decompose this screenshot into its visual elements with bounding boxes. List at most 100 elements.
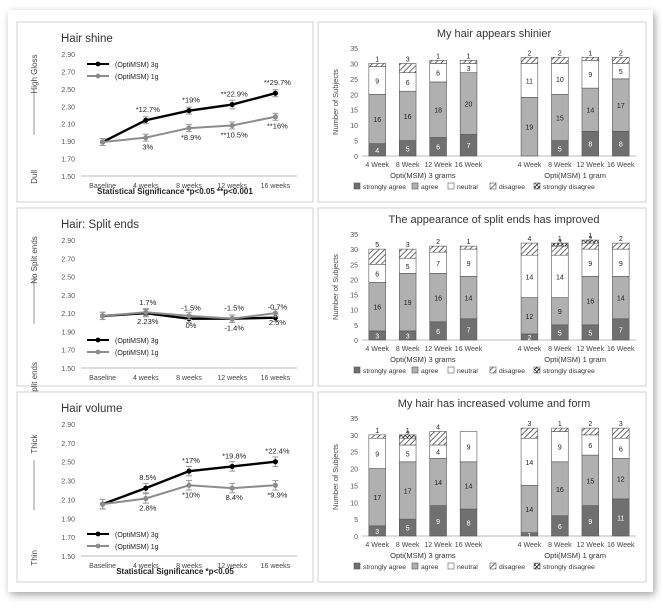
bar-value-label: 9 <box>558 309 562 316</box>
y-tick-label: 2.50 <box>61 275 75 282</box>
bar-segment <box>551 242 569 247</box>
x-tick-label: 16 Week <box>607 542 635 549</box>
data-point <box>272 459 278 465</box>
legend-swatch <box>411 562 419 570</box>
bar-value-label: 1 <box>558 421 562 428</box>
bar-value-label: 6 <box>619 446 623 453</box>
y-tick-label: 0 <box>354 534 358 541</box>
legend-swatch <box>533 182 541 190</box>
x-tick-label: 16 weeks <box>261 183 291 190</box>
legend-swatch <box>489 366 497 374</box>
bar-value-label: 16 <box>373 117 381 124</box>
bar-value-label: 7 <box>619 327 623 334</box>
bar-segment <box>368 248 386 265</box>
bar-value-label: 14 <box>617 296 625 303</box>
y-label-top: High Gloss <box>30 54 39 93</box>
bar-value-label: 5 <box>375 242 379 249</box>
panel-title: Hair shine <box>61 33 113 45</box>
data-point <box>100 313 106 319</box>
bar-value-label: 17 <box>617 103 625 110</box>
y-tick-label: 2.30 <box>61 293 75 300</box>
bar-value-label: 3 <box>375 529 379 536</box>
legend-label: strongly disagree <box>543 564 595 571</box>
data-label: -1.5% <box>224 304 244 313</box>
bar-value-label: 4 <box>375 148 379 155</box>
data-point <box>100 139 106 145</box>
bar-value-label: 5 <box>406 146 410 153</box>
bar-value-label: 6 <box>436 145 440 152</box>
legend-swatch <box>353 562 361 570</box>
legend-swatch <box>411 182 419 190</box>
bar-value-label: 3 <box>527 421 531 428</box>
bar-value-label: 16 <box>373 305 381 312</box>
data-label: *10% <box>182 490 200 499</box>
y-tick-label: 1.90 <box>61 516 75 523</box>
x-tick-label: 16 Week <box>455 542 483 549</box>
bar-value-label: 2 <box>527 50 531 57</box>
bar-value-label: 3 <box>406 333 410 340</box>
x-tick-label: 4 weeks <box>133 375 159 382</box>
legend-swatch <box>447 562 455 570</box>
y-tick-label: 2.50 <box>61 460 75 467</box>
bar-segment <box>368 434 386 439</box>
y-tick-label: 30 <box>350 247 358 254</box>
bar-value-label: 17 <box>373 495 381 502</box>
y-label-top: No Split ends <box>30 236 39 284</box>
y-tick-label: 30 <box>350 61 358 68</box>
x-tick-label: 16 Week <box>607 346 635 353</box>
group-label: Opti(MSM) 1 gram <box>544 551 606 560</box>
x-tick-label: 16 Week <box>607 162 635 169</box>
y-tick-label: 2.30 <box>61 104 75 111</box>
x-tick-label: 8 Week <box>396 162 420 169</box>
bar-value-label: 2 <box>619 236 623 243</box>
panel-border <box>16 21 314 203</box>
data-label: *17% <box>182 456 200 465</box>
bar-value-label: 9 <box>588 519 592 526</box>
y-tick-label: 20 <box>350 467 358 474</box>
x-tick-label: Baseline <box>89 183 116 190</box>
group-label: Opti(MSM) 3 grams <box>390 355 456 364</box>
y-tick-label: 1.70 <box>61 535 75 542</box>
bar-segment <box>429 245 447 253</box>
panel-title: My hair appears shinier <box>437 28 552 40</box>
bar-value-label: 5 <box>558 330 562 337</box>
data-label: 8.4% <box>226 493 243 502</box>
bar-value-label: 8 <box>467 521 471 528</box>
data-point <box>186 108 192 114</box>
x-tick-label: Baseline <box>89 563 116 570</box>
bar-segment <box>551 56 569 64</box>
y-tick-label: 2.90 <box>61 238 75 245</box>
legend-swatch <box>411 366 419 374</box>
bar-value-label: 1 <box>588 50 592 57</box>
data-point <box>143 135 149 141</box>
y-label-bottom: Dull <box>30 170 39 184</box>
legend-label: agree <box>421 564 439 571</box>
bar-value-label: 14 <box>526 460 534 467</box>
data-label: *19.8% <box>222 451 247 460</box>
y-tick-label: 10 <box>350 500 358 507</box>
bar-value-label: 3 <box>467 66 471 73</box>
y-tick-label: 2.10 <box>61 311 75 318</box>
x-tick-label: 8 Week <box>548 162 572 169</box>
group-label: Opti(MSM) 3 grams <box>390 171 456 180</box>
legend-label: disagree <box>499 564 525 571</box>
y-tick-label: 35 <box>350 232 358 239</box>
x-tick-label: 12 Week <box>424 162 452 169</box>
bar-value-label: 1 <box>558 236 562 243</box>
y-tick-label: 25 <box>350 262 358 269</box>
data-label: *9.9% <box>267 490 287 499</box>
bar-segment <box>520 242 539 256</box>
legend-marker <box>95 337 101 343</box>
legend-label: (OptiMSM) 1g <box>115 350 159 357</box>
bar-panel-2: My hair has increased volume and form 0 5 1… <box>317 391 647 583</box>
legend-marker <box>95 73 101 79</box>
y-tick-label: 10 <box>350 308 358 315</box>
bar-value-label: 15 <box>586 478 594 485</box>
bar-value-label: 4 <box>527 236 531 243</box>
bar-value-label: 4 <box>436 450 440 457</box>
bar-segment <box>612 427 630 439</box>
bar-value-label: 19 <box>526 125 534 132</box>
x-tick-label: 8 Week <box>548 346 572 353</box>
data-label: 0% <box>186 321 197 330</box>
bar-segment <box>398 434 417 439</box>
